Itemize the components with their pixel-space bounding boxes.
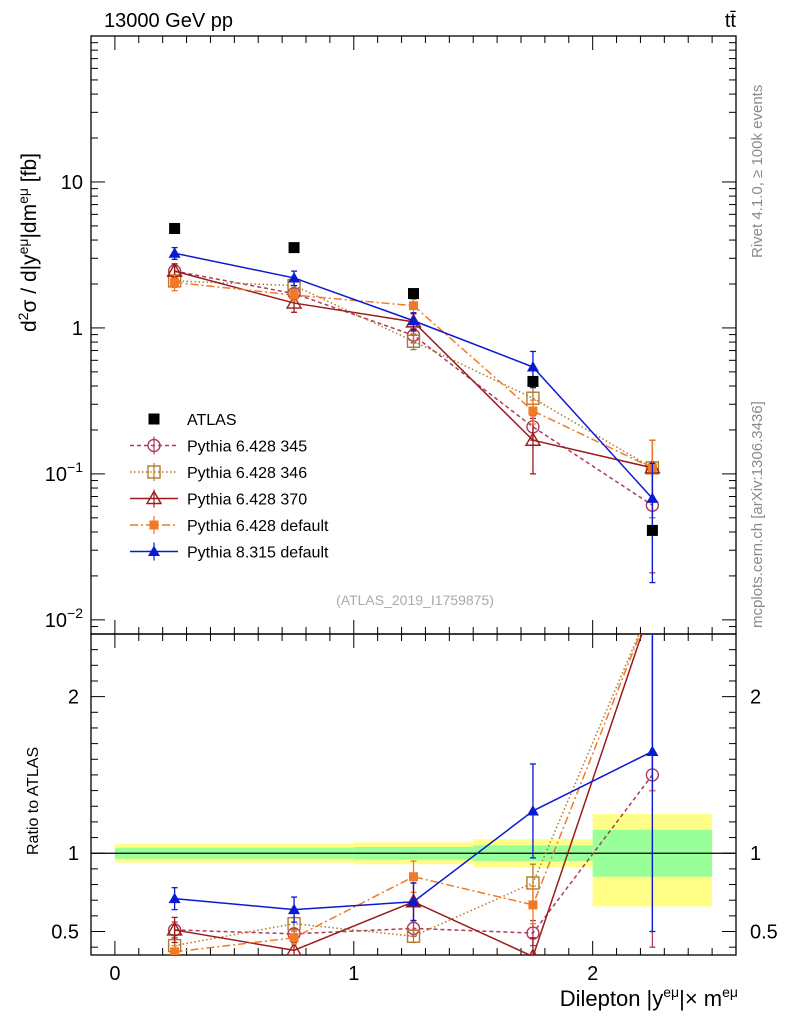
legend: ATLAS Pythia 6.428 345 Pythia 6.428 346 Pyt… bbox=[130, 412, 329, 562]
y-axis-label-ratio: Ratio to ATLAS bbox=[25, 747, 42, 855]
y-axis-label-main: d2σ / d|yeμ|dmeμ [fb] bbox=[15, 153, 41, 332]
y-tick-label-ratio: 2 bbox=[68, 687, 79, 709]
ratio-point-p6def bbox=[528, 900, 538, 910]
x-tick-label: 1 bbox=[348, 963, 359, 985]
y-tick-label-ratio-right: 0.5 bbox=[750, 922, 778, 944]
x-tick-label: 2 bbox=[587, 963, 598, 985]
svg-text:d2σ / d|yeμ|dmeμ [fb]: d2σ / d|yeμ|dmeμ [fb] bbox=[15, 153, 41, 332]
energy-label: 13000 GeV pp bbox=[104, 10, 233, 32]
legend-marker bbox=[147, 465, 161, 479]
legend-label: ATLAS bbox=[187, 412, 237, 429]
svg-text:Dilepton |yeμ|× meμ: Dilepton |yeμ|× meμ bbox=[560, 984, 738, 1011]
legend-item-p370: Pythia 6.428 370 bbox=[130, 489, 307, 509]
data-point-p346 bbox=[406, 334, 421, 348]
data-point-p8def bbox=[407, 314, 420, 326]
data-point-p8def bbox=[646, 492, 659, 503]
data-point-p370 bbox=[524, 431, 542, 446]
series-atlas bbox=[169, 222, 658, 536]
ratio-point-p370 bbox=[166, 921, 183, 936]
y-tick-label-1e-2: 10−2 bbox=[45, 605, 83, 632]
data-point-atlas bbox=[527, 375, 539, 387]
data-point-atlas bbox=[646, 524, 658, 536]
y-tick-label-ratio-right: 1 bbox=[750, 843, 761, 865]
data-point-p8def bbox=[168, 247, 181, 258]
legend-item-atlas: ATLAS bbox=[148, 412, 237, 429]
data-point-p6def bbox=[170, 277, 180, 287]
ratio-point-p6def bbox=[289, 933, 299, 943]
process-label: tt̄ bbox=[725, 10, 737, 32]
ratio-line-p346 bbox=[174, 634, 640, 947]
main-series-layer bbox=[166, 222, 661, 584]
ratio-point-p8def bbox=[407, 895, 420, 907]
x-tick-label: 0 bbox=[109, 963, 120, 985]
y-tick-label-ratio-right: 2 bbox=[750, 687, 761, 709]
legend-item-p8def: Pythia 8.315 default bbox=[130, 542, 329, 562]
legend-marker bbox=[147, 438, 161, 453]
ratio-point-p8def bbox=[168, 892, 181, 904]
main-plot: 10−2 10−1 1 10 bbox=[45, 35, 737, 635]
data-point-p8def bbox=[526, 360, 539, 372]
ratio-point-p346 bbox=[406, 929, 421, 943]
mcplots-label: mcplots.cern.ch [arXiv:1306.3436] bbox=[749, 401, 766, 628]
legend-marker bbox=[145, 490, 163, 505]
data-point-p6def bbox=[528, 406, 538, 416]
data-point-p8def bbox=[288, 271, 301, 283]
ratio-point-p370 bbox=[286, 941, 302, 955]
ratio-line-p6def bbox=[174, 634, 641, 953]
ratio-point-p6def bbox=[409, 872, 418, 882]
y-tick-label-1: 1 bbox=[72, 318, 83, 340]
data-point-atlas bbox=[408, 288, 419, 300]
ratio-series-layer bbox=[166, 634, 660, 955]
legend-item-p346: Pythia 6.428 346 bbox=[130, 463, 307, 482]
y-tick-label-ratio: 1 bbox=[68, 843, 79, 865]
legend-label: Pythia 6.428 345 bbox=[187, 439, 307, 456]
ratio-series-p8def bbox=[168, 634, 659, 933]
series-p8def bbox=[168, 246, 659, 584]
legend-item-p345: Pythia 6.428 345 bbox=[130, 436, 307, 456]
ratio-point-p8def bbox=[288, 903, 301, 915]
legend-label: Pythia 6.428 370 bbox=[187, 492, 307, 509]
legend-label: Pythia 8.315 default bbox=[187, 545, 329, 562]
legend-label: Pythia 6.428 346 bbox=[187, 465, 307, 482]
legend-marker bbox=[149, 520, 159, 530]
y-tick-label-10: 10 bbox=[61, 172, 83, 194]
ratio-frame bbox=[90, 633, 737, 956]
analysis-id: (ATLAS_2019_I1759875) bbox=[336, 592, 494, 608]
legend-marker bbox=[148, 413, 160, 425]
legend-label: Pythia 6.428 default bbox=[187, 518, 329, 535]
legend-marker bbox=[148, 545, 160, 556]
y-tick-label-1e-1: 10−1 bbox=[45, 459, 83, 486]
data-point-p6def bbox=[289, 290, 299, 300]
data-point-atlas bbox=[288, 242, 300, 254]
ratio-point-p8def bbox=[646, 745, 659, 756]
y-tick-label-ratio: 0.5 bbox=[51, 922, 79, 944]
ratio-plot: 0 1 2 0.5 0.5 1 1 2 2 bbox=[51, 633, 778, 985]
rivet-version-label: Rivet 4.1.0, ≥ 100k events bbox=[749, 85, 766, 258]
legend-item-p6def: Pythia 6.428 default bbox=[130, 516, 329, 535]
data-point-p370 bbox=[285, 294, 303, 309]
data-point-p6def bbox=[409, 301, 418, 311]
x-axis-label: Dilepton |yeμ|× meμ bbox=[560, 984, 738, 1011]
data-point-atlas bbox=[169, 222, 181, 234]
ratio-point-p6def bbox=[170, 947, 180, 955]
ratio-point-p8def bbox=[526, 804, 539, 816]
